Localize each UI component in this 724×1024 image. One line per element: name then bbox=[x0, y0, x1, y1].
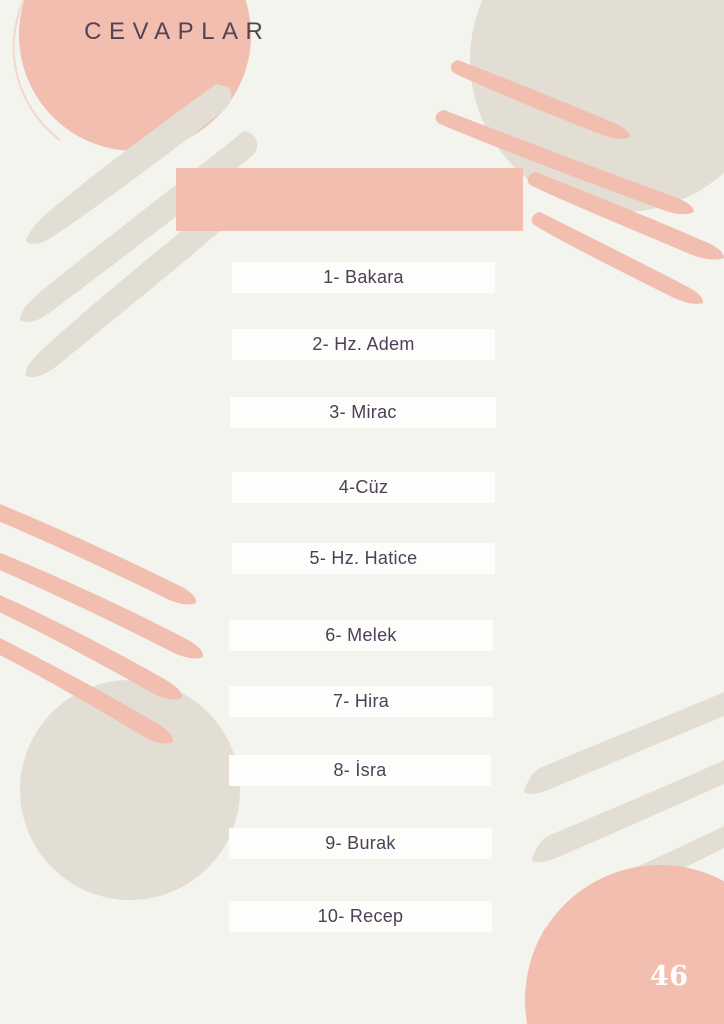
answer-row: 4-Cüz bbox=[232, 472, 495, 503]
answer-row-label: 2- Hz. Adem bbox=[312, 334, 415, 354]
answer-row-label: 10- Recep bbox=[317, 906, 404, 926]
answer-row-label: 8- İsra bbox=[333, 760, 387, 780]
answer-row-label: 9- Burak bbox=[325, 833, 396, 853]
answer-row: 5- Hz. Hatice bbox=[232, 543, 495, 574]
answer-row: 9- Burak bbox=[229, 828, 492, 859]
answer-row-label: 3- Mirac bbox=[329, 402, 397, 422]
answer-row: 10- Recep bbox=[229, 901, 492, 932]
answer-row: 7- Hira bbox=[229, 686, 493, 717]
answer-row: 8- İsra bbox=[229, 755, 491, 786]
answer-row-label: 5- Hz. Hatice bbox=[309, 548, 418, 568]
answer-row: 1- Bakara bbox=[232, 262, 495, 293]
answer-row-label: 4-Cüz bbox=[338, 477, 389, 497]
page-number: 46 bbox=[650, 961, 689, 992]
answer-row-label: 7- Hira bbox=[332, 691, 390, 711]
page-title: CEVAPLAR bbox=[84, 17, 271, 45]
answer-row: 2- Hz. Adem bbox=[232, 329, 495, 360]
answer-row-label: 1- Bakara bbox=[323, 267, 404, 287]
answer-row: 6- Melek bbox=[229, 620, 493, 651]
answer-row: 3- Mirac bbox=[230, 397, 496, 428]
answer-row-label: 6- Melek bbox=[325, 625, 397, 645]
